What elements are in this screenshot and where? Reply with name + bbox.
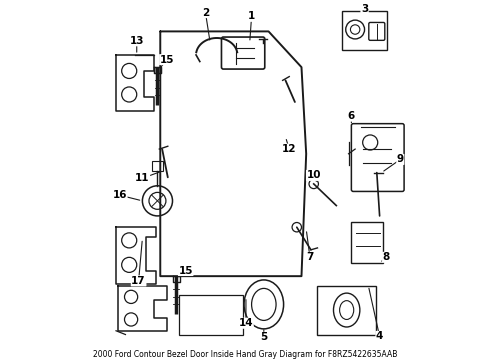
Text: 6: 6 xyxy=(348,111,355,121)
Text: 14: 14 xyxy=(239,318,253,328)
Bar xyxy=(351,221,383,263)
Text: 2: 2 xyxy=(202,8,209,18)
Text: 17: 17 xyxy=(131,276,146,286)
Text: 16: 16 xyxy=(113,190,127,200)
Text: 15: 15 xyxy=(178,266,193,275)
Bar xyxy=(342,11,387,50)
Text: 12: 12 xyxy=(282,144,296,154)
Text: 3: 3 xyxy=(361,4,368,14)
Text: 10: 10 xyxy=(306,170,321,180)
Text: 2000 Ford Contour Bezel Door Inside Hand Gray Diagram for F8RZ5422635AAB: 2000 Ford Contour Bezel Door Inside Hand… xyxy=(93,350,397,359)
Bar xyxy=(152,161,163,171)
Text: 7: 7 xyxy=(306,252,314,262)
Text: 1: 1 xyxy=(248,11,255,21)
Text: 15: 15 xyxy=(160,55,174,65)
Text: 11: 11 xyxy=(135,173,149,183)
Bar xyxy=(179,295,243,334)
Text: 8: 8 xyxy=(383,252,390,262)
Text: 13: 13 xyxy=(129,36,144,46)
Text: 4: 4 xyxy=(376,332,383,341)
Text: 9: 9 xyxy=(397,154,404,165)
Bar xyxy=(318,285,376,334)
Text: 5: 5 xyxy=(260,332,268,342)
